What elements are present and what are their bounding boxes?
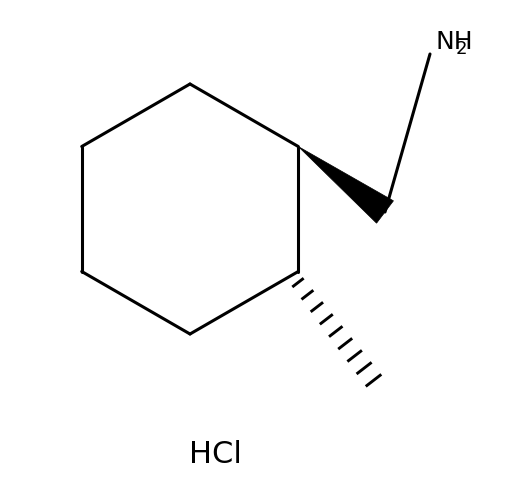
Text: 2: 2	[456, 40, 467, 58]
Text: NH: NH	[435, 30, 473, 54]
Polygon shape	[298, 147, 393, 224]
Text: HCl: HCl	[188, 439, 241, 468]
